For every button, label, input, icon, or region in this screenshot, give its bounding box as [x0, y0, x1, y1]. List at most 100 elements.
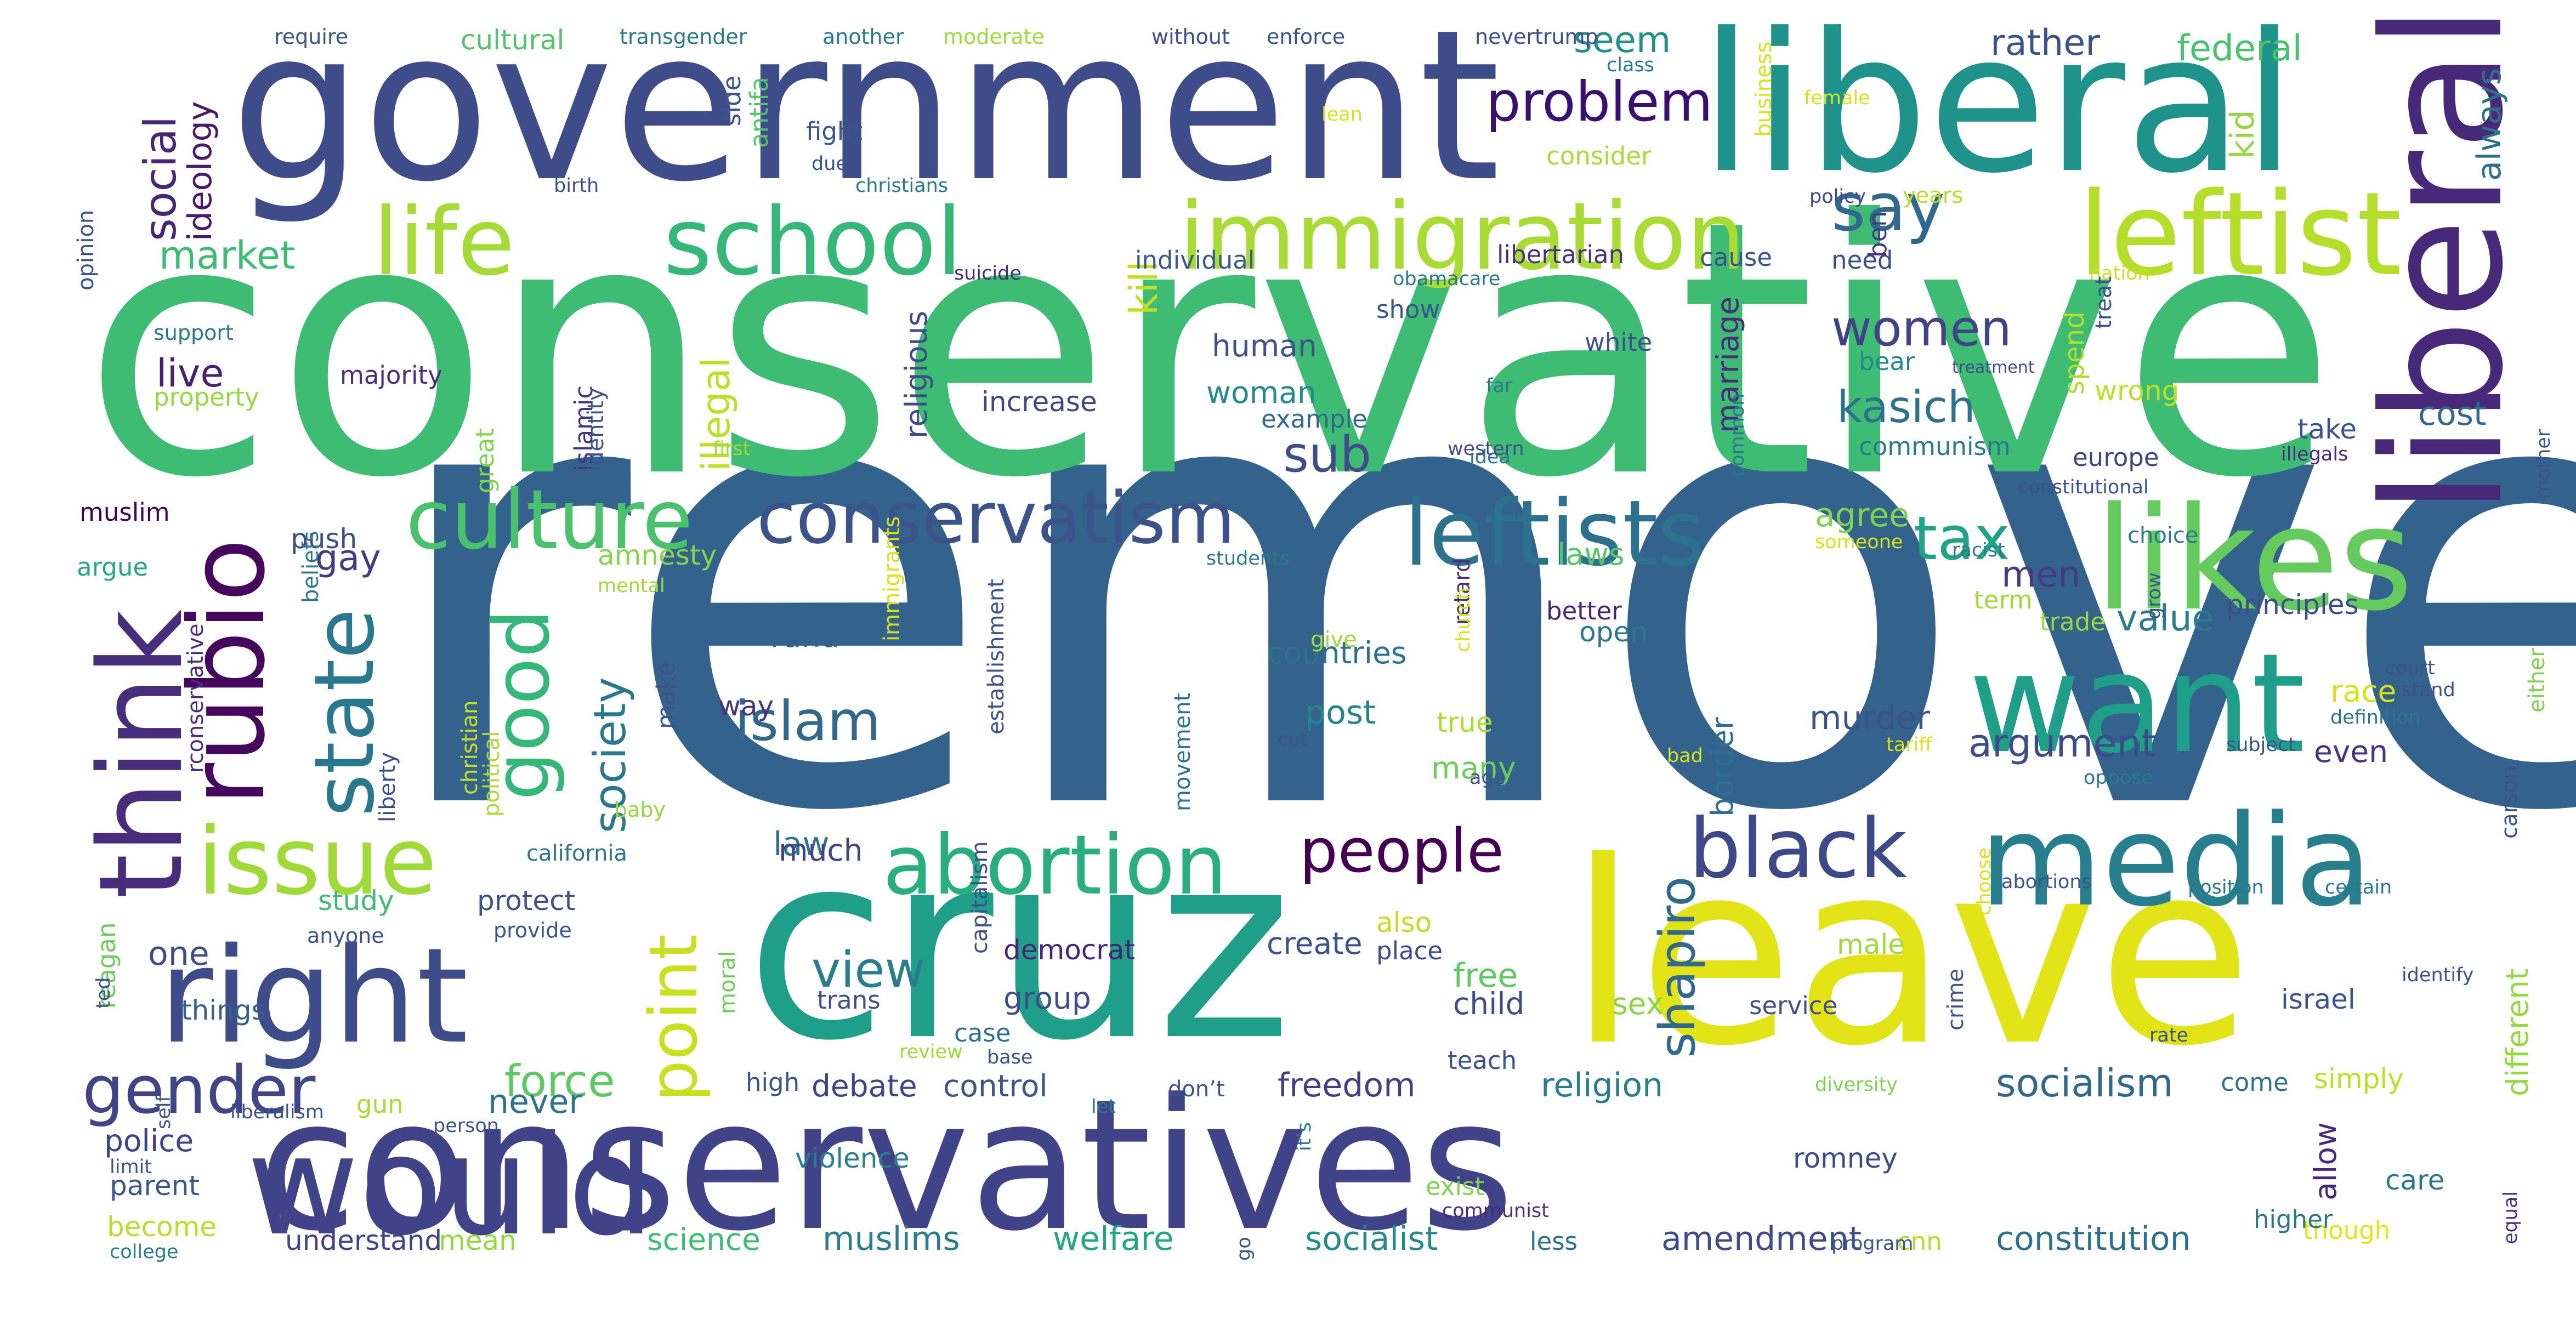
word-sub: sub — [1283, 426, 1371, 483]
word-cut: cut — [1278, 729, 1308, 750]
word-different: different — [2500, 968, 2535, 1096]
word-kill: kill — [1121, 261, 1166, 315]
word-rconservative: rconservative — [183, 623, 208, 773]
word-certain: certain — [2325, 877, 2392, 898]
word-laws: laws — [1557, 537, 1625, 572]
word-muslims: muslims — [822, 1220, 960, 1258]
word-cost: cost — [2418, 395, 2486, 433]
word-market: market — [159, 233, 295, 278]
word-female: female — [1804, 87, 1870, 109]
word-stand: stand — [2402, 679, 2455, 701]
word-position: position — [2188, 877, 2264, 898]
word-review: review — [899, 1041, 963, 1063]
word-choice: choice — [2127, 523, 2199, 548]
word-gay: gay — [315, 538, 381, 579]
word-better: better — [1546, 596, 1622, 625]
word-media: media — [1979, 788, 2372, 935]
word-birth: birth — [554, 175, 599, 197]
word-establishment: establishment — [984, 579, 1009, 735]
word-baby: baby — [614, 798, 666, 822]
word-leftist: leftist — [2078, 167, 2402, 301]
word-police: police — [104, 1123, 194, 1158]
word-self: self — [153, 1095, 175, 1129]
word-religious: religious — [899, 311, 934, 439]
word-male: male — [1837, 929, 1905, 960]
word-understand: understand — [285, 1225, 442, 1256]
word-movement: movement — [1170, 693, 1195, 811]
word-true: true — [1437, 707, 1493, 738]
word-identity: identity — [583, 388, 609, 471]
word-let: let — [1091, 1096, 1116, 1118]
word-communist: communist — [1442, 1200, 1549, 1222]
word-give: give — [1310, 627, 1357, 652]
word-high: high — [746, 1068, 799, 1097]
word-less: less — [1530, 1227, 1578, 1256]
word-make: make — [651, 661, 680, 729]
word-europe: europe — [2073, 443, 2159, 472]
word-problem: problem — [1486, 70, 1713, 134]
word-debate: debate — [812, 1068, 917, 1103]
word-would: would — [247, 1106, 655, 1266]
word-mother: mother — [2533, 429, 2555, 499]
word-democrat: democrat — [1003, 934, 1135, 966]
word-white: white — [1585, 328, 1652, 357]
word-men: men — [2001, 554, 2081, 595]
word-fight: fight — [806, 117, 863, 146]
word-grow: grow — [2143, 572, 2165, 619]
word-countries: countries — [1267, 635, 1407, 670]
word-control: control — [943, 1068, 1048, 1103]
word-program: program — [1831, 1233, 1913, 1255]
word-come: come — [2221, 1068, 2289, 1097]
word-moderate: moderate — [943, 25, 1045, 49]
word-child: child — [1453, 986, 1525, 1021]
word-race: race — [2330, 674, 2396, 709]
word-rate: rate — [2149, 1025, 2188, 1046]
word-law: law — [773, 825, 830, 863]
word-state: state — [297, 608, 393, 817]
word-support: support — [154, 321, 234, 345]
word-political: political — [479, 731, 504, 817]
word-argument: argument — [1968, 721, 2156, 766]
word-sex: sex — [1612, 986, 1664, 1021]
word-christian: christian — [457, 701, 483, 795]
word-beliefs: beliefs — [298, 531, 324, 603]
word-base: base — [987, 1046, 1032, 1068]
word-rather: rather — [1990, 22, 2100, 64]
word-far: far — [1486, 375, 1513, 397]
word-point: point — [636, 934, 712, 1102]
word-value: value — [2117, 598, 2214, 639]
word-obamacare: obamacare — [1393, 268, 1500, 290]
word-crime: crime — [1943, 969, 1968, 1031]
word-enforce: enforce — [1267, 25, 1345, 49]
word-ideology: ideology — [181, 101, 219, 241]
word-good: good — [478, 609, 567, 800]
word-mean: mean — [439, 1225, 517, 1256]
word-liberals: liberals — [2348, 0, 2539, 515]
word-religion: religion — [1541, 1066, 1663, 1105]
word-trade: trade — [2040, 607, 2106, 636]
word-require: require — [274, 25, 348, 49]
word-force: force — [504, 1056, 615, 1107]
word-spend: spend — [2058, 311, 2090, 395]
word-islamic: islamic — [569, 385, 598, 471]
word-court: court — [2385, 657, 2435, 679]
word-though: though — [2303, 1216, 2390, 1245]
word-life: life — [373, 188, 515, 297]
word-free: free — [1453, 957, 1518, 995]
word-someone: someone — [1815, 531, 1903, 553]
word-christians: christians — [855, 175, 948, 197]
word-care: care — [2385, 1164, 2444, 1196]
word-even: even — [2314, 734, 2388, 769]
word-cnn: cnn — [1897, 1227, 1942, 1256]
word-rand: rand — [770, 619, 839, 654]
word-need: need — [1831, 246, 1893, 275]
word-liberal: liberal — [1700, 0, 2296, 215]
word-protect: protect — [477, 885, 575, 917]
word-push: push — [291, 523, 357, 555]
word-muslim: muslim — [80, 498, 170, 527]
word-antifa: antifa — [745, 77, 774, 148]
word-culture: culture — [406, 473, 693, 568]
word-people: people — [1300, 816, 1504, 886]
